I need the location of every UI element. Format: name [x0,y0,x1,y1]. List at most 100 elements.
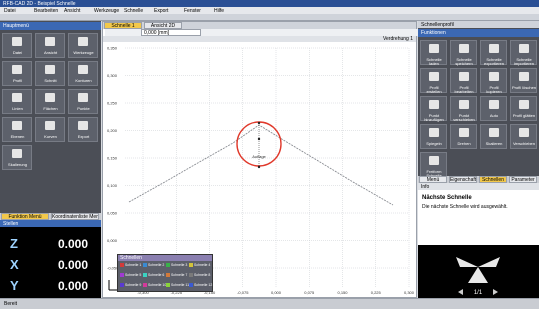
tab[interactable]: Menü [419,176,447,183]
prev-button[interactable] [458,289,463,295]
icon [489,44,499,53]
icon [459,44,469,53]
icon-grid: Datei Ansicht Werkzeuge ProfilSchnitt Kontur… [0,31,101,181]
icon-label: Profil bearbeiten [452,86,476,94]
icon-label: Werkzeuge [70,51,97,59]
x-tick-label: 0,075 [304,290,315,295]
legend-label[interactable]: Schnelle 6 [148,272,164,278]
legend-label[interactable]: Schnelle 4 [194,262,210,268]
legend-label[interactable]: Schnelle 2 [148,262,164,268]
legend-label[interactable]: Schnelle 7 [171,272,187,278]
icon [429,128,439,137]
icon-label: Profil erstellen [422,86,446,94]
icon [429,44,439,53]
axis-value: 0.000 [58,279,88,293]
icon-label: Punkt hinzufügen [422,114,446,122]
x-tick-label: 0,300 [404,290,415,295]
panel-header: Funktionen [418,29,539,37]
value-field[interactable]: 0,000 [mm] [141,29,201,36]
legend-label[interactable]: Schnelle 1 [125,262,141,268]
legend-label[interactable]: Schnelle 10 [148,282,166,288]
icon-button[interactable]: Werkzeuge [68,33,98,58]
status-text: Bereit [4,301,17,307]
y-tick-label: 0,100 [107,183,118,188]
icon-button[interactable]: Datei [2,33,32,58]
icon-button[interactable]: Freiform Schnelle [420,152,447,177]
icon [45,65,55,74]
icon-label: Schnelle importieren [512,58,536,66]
legend-title: Schnellen [120,255,142,261]
icon-button[interactable]: Profil löschen [510,68,537,93]
icon-button[interactable]: Konturen [68,61,98,86]
icon-button[interactable]: Kurven [35,117,65,142]
icon-button[interactable]: Skalierung [2,145,32,170]
icon-button[interactable]: Schnelle laden [420,40,447,65]
info-header: Info [418,183,539,190]
icon [459,128,469,137]
icon-button[interactable]: Spiegeln [420,124,447,149]
icon-label: Profil kopieren [482,86,506,94]
axis-value: 0.000 [58,258,88,272]
icon-button[interactable]: Profil erstellen [420,68,447,93]
y-tick-label: 0,200 [107,128,118,133]
tab[interactable]: Schnellen [479,176,507,183]
legend-label[interactable]: Schnelle 8 [194,272,210,278]
icon-button[interactable]: Schnelle speichern [450,40,477,65]
tab[interactable]: Ansicht 2D [144,22,182,29]
icon-button[interactable]: Drehen [450,124,477,149]
legend-swatch [189,273,193,277]
next-button[interactable] [493,289,498,295]
legend-label[interactable]: Schnelle 12 [194,282,212,288]
icon-button[interactable]: Punkt verschieben [450,96,477,121]
icon-button[interactable]: Ebenen [2,117,32,142]
icon-button[interactable]: Punkt hinzufügen [420,96,447,121]
panel-title: Funktionen [421,30,446,36]
legend-swatch [120,273,124,277]
tab[interactable]: Eigenschaften [449,176,477,183]
icon-label: Konturen [70,79,97,87]
axis-value: 0.000 [58,237,88,251]
icon-button[interactable]: Skalieren [480,124,507,149]
legend-label[interactable]: Schnelle 3 [171,262,187,268]
legend-swatch [189,263,193,267]
icon-button[interactable]: Schnelle importieren [510,40,537,65]
icon [519,100,529,109]
icon [489,72,499,81]
tab[interactable]: Koordinatenliste Menü [51,213,99,220]
y-tick-label: 0,000 [107,238,118,243]
coords-panel: Z0.000X0.000Y0.000 [0,227,101,298]
icon-label: Kurven [37,135,64,143]
icon [78,121,88,130]
y-tick-label: 0,050 [107,211,118,216]
icon-button[interactable]: Flächen [35,89,65,114]
icon-button[interactable]: Linien [2,89,32,114]
icon-button[interactable]: Schnelle exportieren [480,40,507,65]
legend-swatch [166,263,170,267]
icon-button[interactable]: Profil kopieren [480,68,507,93]
coords-header: Stellen [0,220,101,227]
legend-label[interactable]: Schnelle 9 [125,282,141,288]
tab[interactable]: Schnelle 1 [104,22,142,29]
y-tick-label: 0,150 [107,156,118,161]
tab[interactable]: Parameter [509,176,537,183]
icon-label: Datei [4,51,31,59]
tab[interactable]: Funktion Menü [1,213,49,220]
menu-bar: DateiBearbeitenAnsichtWerkzeugeSchnelleE… [0,7,539,14]
right-panel: Schnellenprofil Funktionen Schnelle lade… [418,21,539,298]
icon [45,37,55,46]
icon-button[interactable]: Verschieben [510,124,537,149]
legend-label[interactable]: Schnelle 5 [125,272,141,278]
icon-button[interactable]: Profil glätten [510,96,537,121]
icon-button[interactable]: Ansicht [35,33,65,58]
icon-button[interactable]: Auto [480,96,507,121]
icon-button[interactable]: Schnitt [35,61,65,86]
y-tick-label: 0,250 [107,101,118,106]
icon-label: Profil glätten [512,114,536,122]
icon-button[interactable]: Profil [2,61,32,86]
icon-button[interactable]: Export [68,117,98,142]
icon-button[interactable]: Profil bearbeiten [450,68,477,93]
icon [45,121,55,130]
legend-label[interactable]: Schnelle 11 [171,282,189,288]
tab-strip: MenüEigenschaftenSchnellenParameter [418,176,539,183]
icon-button[interactable]: Punkte [68,89,98,114]
